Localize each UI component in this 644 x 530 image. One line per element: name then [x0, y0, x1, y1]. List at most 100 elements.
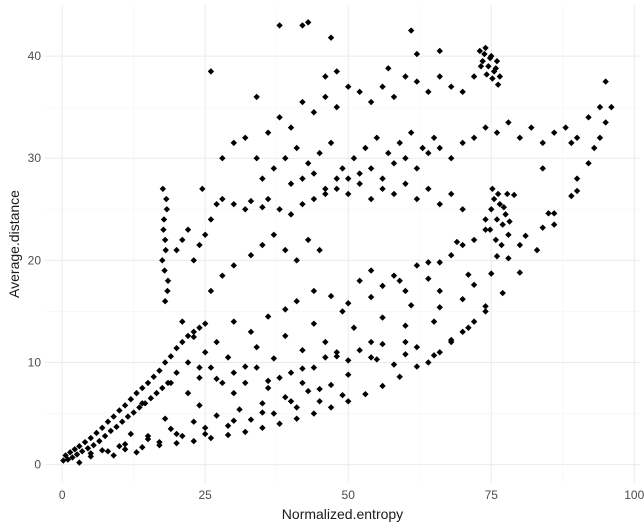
data-point — [310, 170, 318, 177]
data-point — [190, 437, 197, 445]
data-point — [316, 149, 323, 157]
data-point — [486, 226, 494, 233]
data-point — [545, 210, 552, 217]
data-point — [436, 259, 443, 266]
data-point — [602, 78, 609, 85]
data-point — [490, 195, 498, 203]
data-point — [282, 246, 289, 254]
data-point — [162, 246, 169, 254]
data-point — [448, 155, 455, 162]
data-point — [396, 277, 403, 284]
data-point — [127, 396, 135, 403]
data-point — [153, 389, 160, 397]
data-point — [224, 431, 232, 439]
data-point — [367, 98, 375, 106]
data-point — [161, 415, 169, 422]
data-point — [270, 165, 278, 172]
data-point — [264, 195, 272, 203]
data-point — [163, 195, 170, 203]
data-point — [184, 332, 192, 340]
data-point — [144, 379, 152, 387]
data-point — [293, 404, 300, 411]
data-point — [99, 424, 106, 432]
data-point — [333, 349, 340, 356]
data-point — [413, 343, 421, 351]
data-point — [156, 438, 163, 446]
data-point — [322, 338, 329, 346]
data-point — [322, 73, 329, 80]
data-point — [161, 297, 169, 305]
data-point — [282, 306, 289, 313]
data-point — [488, 206, 495, 213]
data-point — [224, 422, 232, 430]
data-point — [367, 165, 375, 172]
data-point — [528, 124, 535, 131]
data-point — [190, 328, 197, 336]
data-point — [304, 160, 312, 167]
y-axis-title: Average.distance — [6, 190, 22, 298]
data-point — [425, 359, 432, 366]
data-point — [516, 269, 524, 276]
data-point — [164, 287, 171, 295]
data-point — [339, 308, 346, 315]
data-point — [179, 318, 186, 325]
data-point — [224, 354, 232, 361]
x-axis-title: Normalized.entropy — [282, 506, 403, 522]
data-point — [230, 262, 237, 269]
data-point — [493, 216, 501, 223]
data-point — [367, 195, 375, 203]
data-point — [66, 449, 74, 456]
data-point — [90, 442, 97, 449]
data-point — [485, 63, 492, 70]
data-point — [373, 134, 381, 141]
data-point — [322, 354, 329, 361]
data-point — [242, 428, 249, 436]
data-point — [190, 257, 197, 264]
data-point — [287, 369, 295, 376]
data-point — [436, 144, 443, 152]
data-point — [121, 446, 129, 453]
data-point — [476, 47, 484, 55]
data-point — [104, 448, 112, 455]
data-point — [407, 302, 415, 309]
data-point — [385, 149, 392, 157]
data-point — [477, 63, 485, 70]
data-point — [276, 420, 283, 427]
data-point — [608, 103, 615, 111]
data-point — [299, 347, 306, 354]
data-point — [573, 134, 581, 141]
data-point — [247, 252, 255, 259]
data-point — [482, 124, 489, 131]
data-point — [113, 423, 120, 431]
data-point — [550, 210, 558, 217]
y-tick-label: 20 — [28, 253, 42, 267]
data-point — [448, 336, 455, 344]
data-point — [144, 432, 152, 440]
data-point — [287, 180, 295, 187]
data-point — [299, 175, 306, 182]
data-point — [492, 236, 500, 244]
data-point — [459, 328, 466, 336]
data-point — [492, 65, 500, 72]
data-point — [167, 425, 175, 433]
data-point — [413, 262, 421, 269]
data-point — [196, 364, 203, 371]
data-point — [379, 282, 386, 290]
data-point — [73, 451, 81, 458]
data-point — [362, 390, 369, 398]
data-point — [459, 295, 466, 303]
data-point — [396, 373, 403, 380]
data-point — [207, 68, 215, 75]
data-point — [119, 418, 126, 425]
data-point — [213, 375, 220, 383]
data-point — [413, 195, 421, 203]
data-point — [163, 206, 171, 213]
data-point — [133, 389, 140, 397]
data-point — [425, 185, 432, 193]
data-point — [264, 377, 272, 385]
data-point — [276, 114, 283, 121]
data-point — [147, 395, 155, 402]
data-point — [179, 338, 186, 346]
